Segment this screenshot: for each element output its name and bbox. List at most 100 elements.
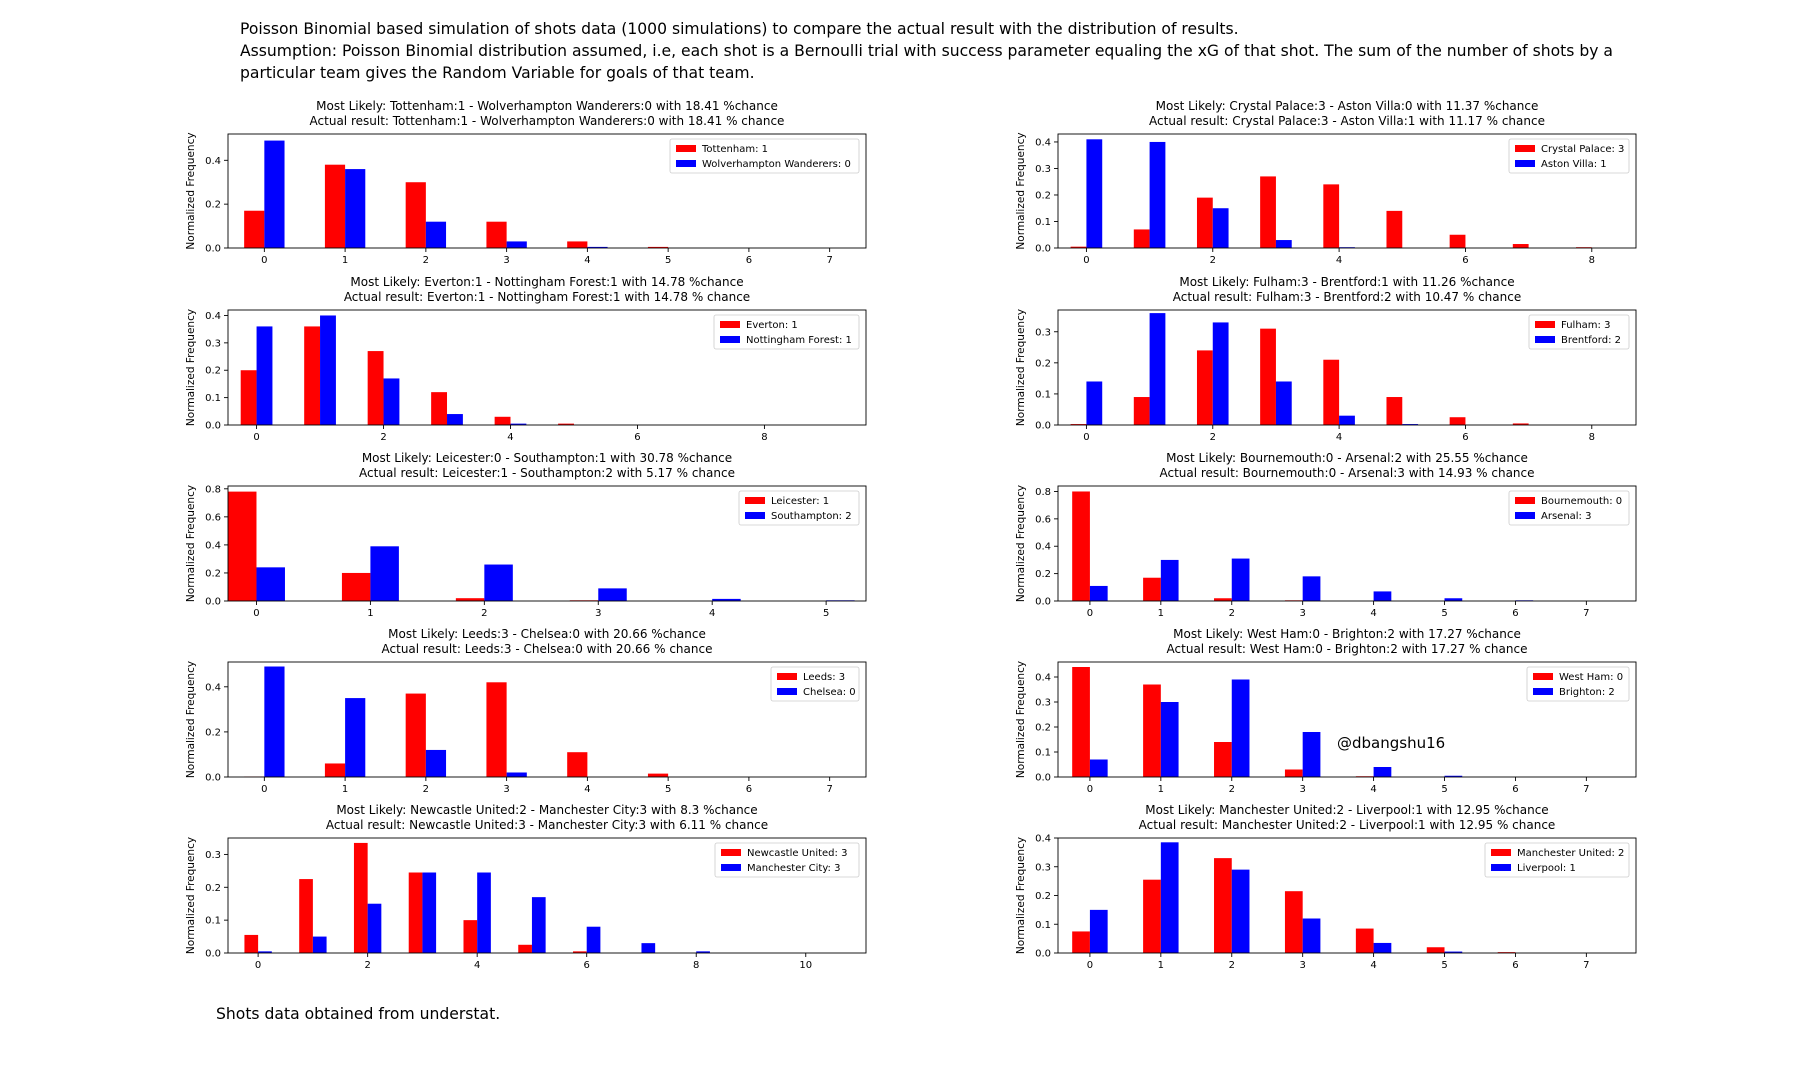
y-axis-label: Normalized Frequency (185, 132, 197, 249)
bar-away (586, 926, 601, 953)
x-tick-label: 7 (826, 255, 832, 266)
x-tick-label: 10 (799, 960, 812, 971)
y-tick-label: 0.0 (205, 773, 221, 784)
bar-away (1231, 869, 1250, 953)
bar-home (1284, 769, 1303, 777)
x-tick-label: 2 (380, 432, 386, 443)
x-tick-label: 2 (1210, 255, 1216, 266)
bar-away (1302, 576, 1321, 601)
x-tick-label: 1 (367, 608, 373, 619)
legend-label: Manchester United: 2 (1517, 848, 1624, 859)
plot-frame (1057, 133, 1637, 249)
bar-home (1214, 598, 1232, 601)
legend-swatch (1491, 864, 1511, 871)
bar-away (598, 588, 627, 601)
x-tick-label: 8 (761, 432, 767, 443)
legend-label: Liverpool: 1 (1517, 863, 1576, 874)
bar-away (1373, 942, 1392, 953)
legend-swatch (777, 688, 797, 695)
x-tick-label: 3 (503, 784, 509, 795)
legend-swatch (720, 336, 740, 343)
chart-panel-3: Most Likely: Everton:1 - Nottingham Fore… (185, 275, 867, 443)
chart-panel-1: Most Likely: Tottenham:1 - Wolverhampton… (185, 99, 867, 266)
legend-label: Bournemouth: 0 (1541, 496, 1622, 507)
bar-home (1072, 931, 1090, 953)
bar-home (573, 951, 587, 953)
x-tick-label: 0 (1087, 784, 1093, 795)
legend-box (714, 842, 860, 878)
x-tick-label: 4 (507, 432, 513, 443)
legend-box (1508, 490, 1630, 526)
y-tick-label: 0.4 (205, 311, 221, 322)
y-tick-label: 0.0 (205, 244, 221, 255)
y-tick-label: 0.2 (1035, 723, 1051, 734)
bar-home (299, 879, 313, 953)
x-tick-label: 5 (1441, 608, 1447, 619)
x-tick-label: 4 (584, 784, 590, 795)
bar-home (1143, 879, 1161, 953)
y-tick-label: 0.8 (1035, 487, 1051, 498)
bar-away (1089, 759, 1108, 777)
bar-home (324, 763, 346, 777)
bar-home (647, 773, 669, 777)
bar-away (1212, 208, 1229, 248)
y-tick-label: 0.2 (205, 200, 221, 211)
y-axis-label: Normalized Frequency (1015, 661, 1027, 778)
bar-home (244, 934, 259, 953)
page-header: Poisson Binomial based simulation of sho… (240, 18, 1660, 84)
plot-frame (227, 309, 867, 426)
legend-swatch (745, 512, 765, 519)
legend-label: Aston Villa: 1 (1541, 159, 1607, 170)
legend-label: Chelsea: 0 (803, 687, 856, 698)
chart-title-line: Actual result: Newcastle United:3 - Manc… (326, 818, 768, 832)
bar-away (1339, 415, 1355, 425)
plot-frame (227, 485, 867, 602)
bar-home (1512, 423, 1529, 425)
chart-title-line: Actual result: Crystal Palace:3 - Aston … (1149, 114, 1545, 128)
y-tick-label: 0.2 (1035, 891, 1051, 902)
legend-swatch (1533, 688, 1553, 695)
bar-home (1386, 397, 1403, 425)
bar-home (240, 370, 257, 425)
x-tick-label: 3 (1299, 608, 1305, 619)
y-tick-label: 0.4 (1035, 137, 1051, 148)
bar-away (1231, 679, 1250, 777)
y-tick-label: 0.1 (1035, 920, 1051, 931)
chart-title-line: Actual result: Everton:1 - Nottingham Fo… (344, 290, 750, 304)
x-tick-label: 2 (1229, 608, 1235, 619)
y-axis-label: Normalized Frequency (185, 485, 197, 602)
legend-label: Manchester City: 3 (747, 863, 840, 874)
legend-label: Newcastle United: 3 (747, 848, 847, 859)
bar-away (531, 897, 546, 953)
legend-swatch (1535, 336, 1555, 343)
legend-label: Everton: 1 (746, 320, 798, 331)
bar-home (304, 326, 321, 425)
bar-home (1355, 928, 1374, 953)
bar-away (1086, 139, 1103, 248)
y-tick-label: 0.1 (205, 916, 221, 927)
header-line-1: Poisson Binomial based simulation of sho… (240, 20, 1239, 38)
bar-away (1444, 775, 1463, 777)
y-tick-label: 0.1 (1035, 748, 1051, 759)
legend-label: Fulham: 3 (1561, 320, 1610, 331)
bar-home (1512, 244, 1529, 248)
y-tick-label: 0.0 (205, 421, 221, 432)
legend-label: Leeds: 3 (803, 672, 845, 683)
bar-away (1302, 918, 1321, 953)
bar-away (484, 564, 513, 601)
header-line-2: Assumption: Poisson Binomial distributio… (240, 42, 1613, 82)
bar-away (696, 951, 710, 953)
chart-title-line: Most Likely: Leeds:3 - Chelsea:0 with 20… (388, 627, 706, 641)
chart-title-line: Most Likely: Crystal Palace:3 - Aston Vi… (1156, 99, 1539, 113)
chart-panel-10: Most Likely: Manchester United:2 - Liver… (1015, 803, 1637, 971)
chart-panel-6: Most Likely: Bournemouth:0 - Arsenal:2 w… (1015, 451, 1637, 619)
bar-away (510, 423, 527, 425)
bar-away (1160, 702, 1179, 777)
bar-home (1426, 947, 1445, 953)
y-tick-label: 0.4 (205, 682, 221, 693)
chart-title-line: Most Likely: Newcastle United:2 - Manche… (336, 803, 757, 817)
x-tick-label: 2 (1229, 960, 1235, 971)
bar-away (1212, 322, 1229, 425)
legend-label: West Ham: 0 (1559, 672, 1623, 683)
legend-swatch (1515, 145, 1535, 152)
